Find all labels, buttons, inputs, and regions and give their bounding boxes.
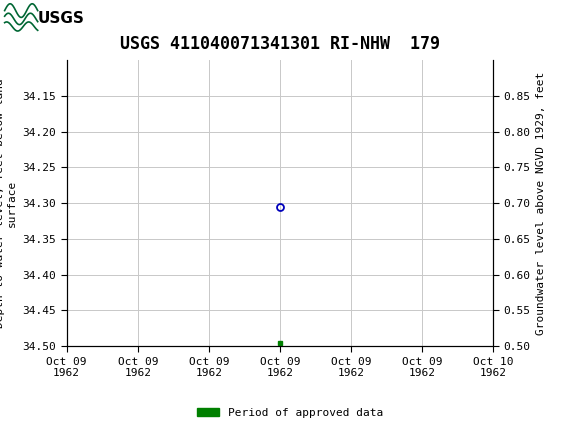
- Legend: Period of approved data: Period of approved data: [193, 403, 387, 422]
- Bar: [3, 3, 84, 35]
- Text: USGS: USGS: [38, 12, 84, 26]
- Y-axis label: Depth to water level, feet below land
surface: Depth to water level, feet below land su…: [0, 78, 17, 328]
- Title: USGS 411040071341301 RI-NHW  179: USGS 411040071341301 RI-NHW 179: [120, 35, 440, 53]
- Y-axis label: Groundwater level above NGVD 1929, feet: Groundwater level above NGVD 1929, feet: [536, 71, 546, 335]
